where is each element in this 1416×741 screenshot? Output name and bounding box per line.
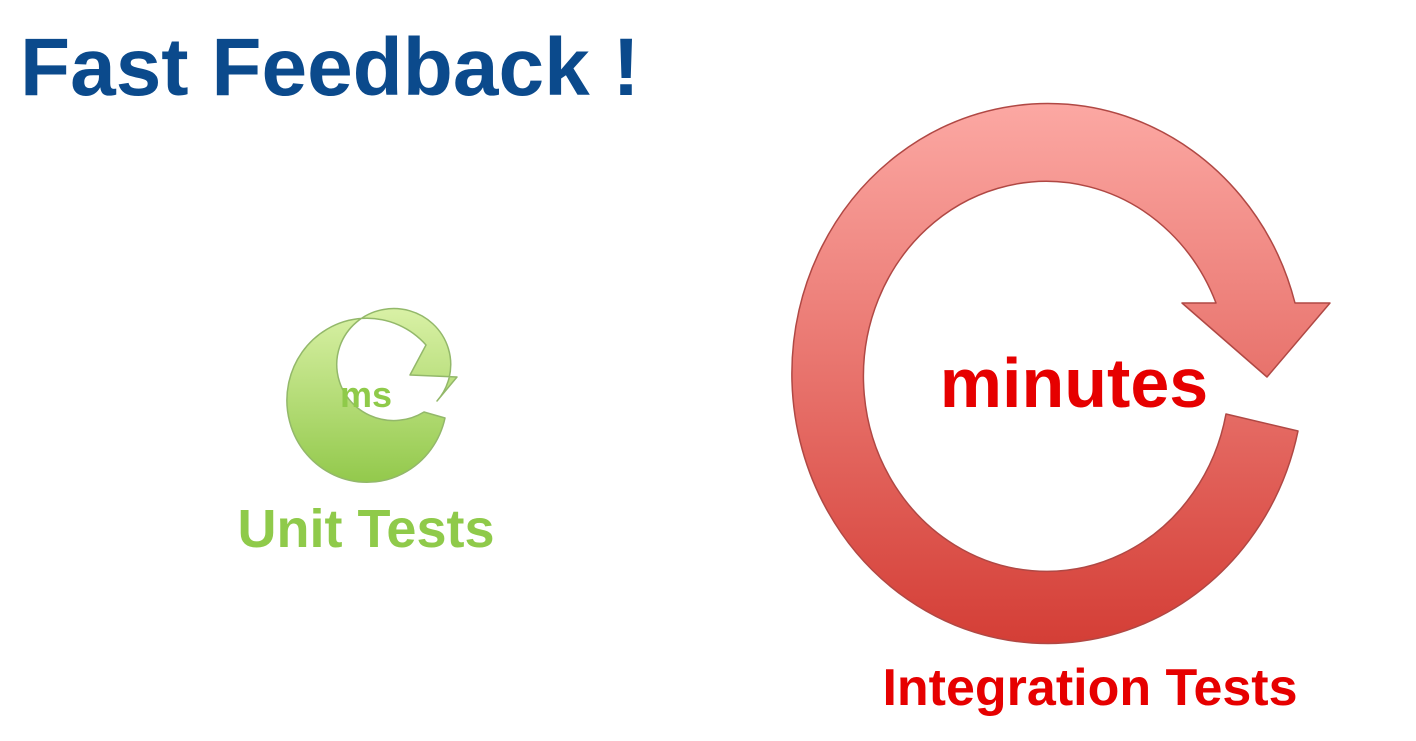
- page-title: Fast Feedback !: [20, 22, 640, 113]
- unit-tests-duration: ms: [340, 374, 392, 415]
- unit-tests-cycle-arrow-icon: [286, 307, 458, 483]
- integration-tests-cycle-arrow-icon: [791, 102, 1331, 645]
- integration-tests-duration: minutes: [940, 344, 1208, 422]
- unit-tests-label: Unit Tests: [237, 499, 495, 559]
- integration-tests-label: Integration Tests: [882, 659, 1298, 717]
